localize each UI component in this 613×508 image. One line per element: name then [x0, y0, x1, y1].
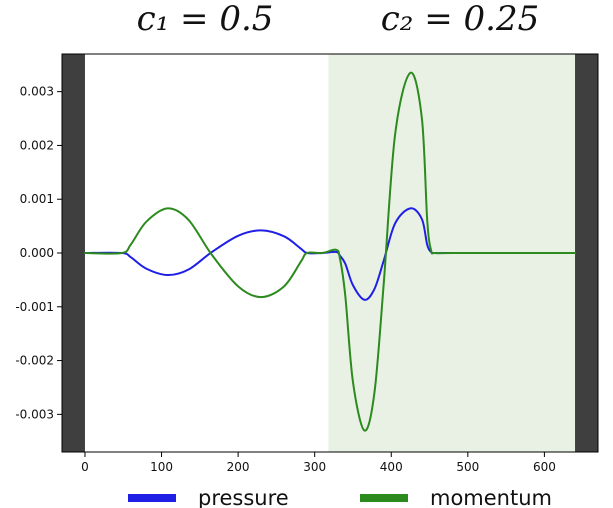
- series-line-momentum: [83, 71, 577, 432]
- header-labels: c₁ = 0.5 c₂ = 0.25: [137, 0, 540, 39]
- y-tick-label: -0.001: [15, 300, 54, 314]
- y-tick-label: 0.001: [20, 192, 54, 206]
- legend-label-momentum: momentum: [430, 486, 552, 508]
- legend-label-pressure: pressure: [198, 486, 289, 508]
- y-tick-label: 0.002: [20, 138, 54, 152]
- y-tick-label: 0.000: [20, 246, 54, 260]
- x-tick-label: 600: [533, 460, 556, 474]
- x-tick-label: 500: [456, 460, 479, 474]
- header-label-c2: c₂ = 0.25: [381, 0, 539, 39]
- region-band-0: [62, 54, 85, 452]
- region-band-2: [575, 54, 598, 452]
- y-tick-label: -0.003: [15, 407, 54, 421]
- x-tick-label: 100: [150, 460, 173, 474]
- x-tick-label: 400: [380, 460, 403, 474]
- x-tick-label: 0: [81, 460, 89, 474]
- x-tick-label: 200: [227, 460, 250, 474]
- header-label-c1: c₁ = 0.5: [137, 0, 274, 39]
- y-tick-label: -0.002: [15, 354, 54, 368]
- x-tick-label: 300: [303, 460, 326, 474]
- legend-swatch-pressure: [128, 494, 176, 502]
- plot-area: 0.003 0.002 0.001 0.000 -0.001 -0.002 -0.003 0 1…: [15, 53, 599, 474]
- y-tick-label: 0.003: [20, 85, 54, 99]
- legend: pressure momentum: [128, 486, 552, 508]
- legend-swatch-momentum: [360, 494, 408, 502]
